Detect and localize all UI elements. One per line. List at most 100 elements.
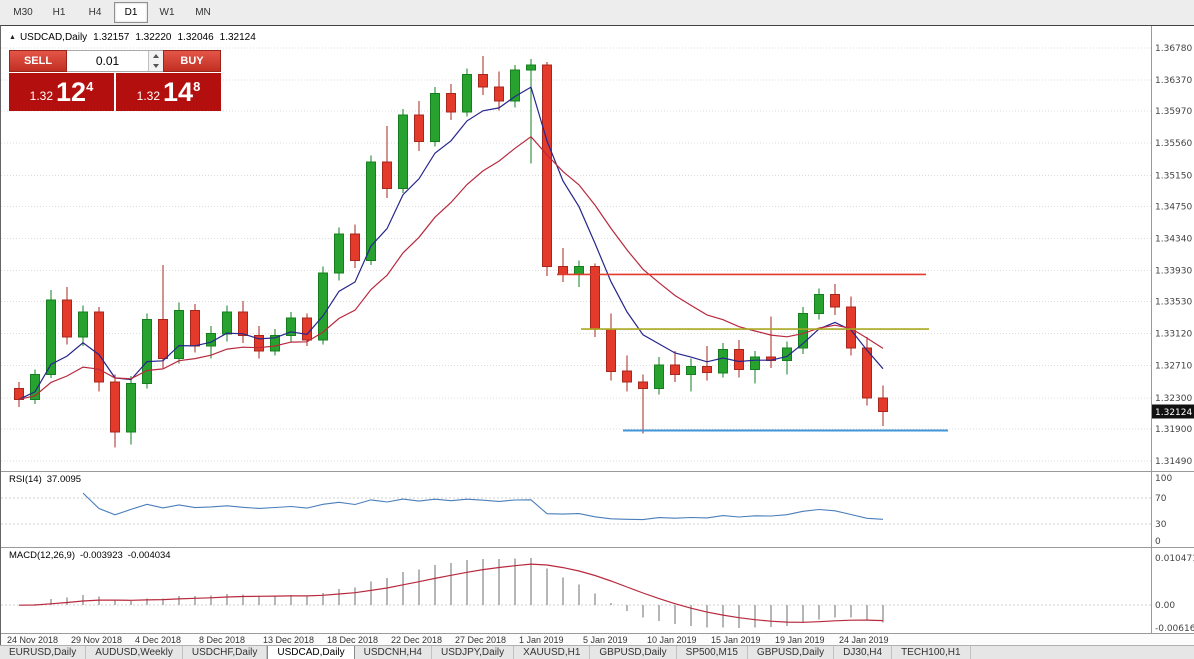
- candle-body: [478, 74, 488, 88]
- lot-increase-button[interactable]: [149, 51, 163, 61]
- candle-body: [782, 347, 792, 361]
- chart-tab-dj30-h4[interactable]: DJ30,H4: [834, 646, 893, 659]
- rsi-axis-label: 70: [1155, 494, 1167, 504]
- date-label: 8 Dec 2018: [199, 635, 246, 645]
- chart-tab-gbpusd-daily[interactable]: GBPUSD,Daily: [590, 646, 677, 659]
- ohlc-open: 1.32157: [93, 32, 130, 43]
- price-axis-label: 1.33530: [1155, 298, 1192, 308]
- rsi-canvas[interactable]: 100 70 30 0: [1, 472, 1194, 547]
- chart-tab-tech100-h1[interactable]: TECH100,H1: [892, 646, 971, 659]
- chart-tab-usdcad-daily[interactable]: USDCAD,Daily: [267, 646, 355, 659]
- candle-body: [366, 161, 376, 261]
- candle-body: [414, 114, 424, 143]
- arrow-up-icon: [153, 54, 159, 58]
- chart-tab-usdjpy-daily[interactable]: USDJPY,Daily: [431, 646, 515, 659]
- timeframe-button-h1[interactable]: H1: [52, 7, 66, 18]
- candle-body: [398, 114, 408, 189]
- rsi-indicator-panel[interactable]: 100 70 30 0 RSI(14) 37.0095: [1, 471, 1194, 547]
- ohlc-close: 1.32124: [219, 32, 256, 43]
- candle-body: [46, 299, 56, 375]
- buy-button[interactable]: BUY: [163, 50, 221, 72]
- date-label: 19 Jan 2019: [775, 635, 825, 645]
- date-label: 5 Jan 2019: [583, 635, 628, 645]
- macd-canvas[interactable]: 0.010471 0.00 -0.00616: [1, 548, 1194, 633]
- timeframe-button-d1[interactable]: D1: [114, 2, 148, 23]
- candle-body: [462, 74, 472, 113]
- current-price-badge: [1152, 404, 1194, 419]
- macd-label: MACD(12,26,9): [9, 550, 75, 561]
- main-chart-panel[interactable]: 1.36780 1.36370 1.35970 1.35560 1.35150 1.347…: [1, 26, 1194, 471]
- date-label: 22 Dec 2018: [391, 635, 443, 645]
- candle-body: [222, 311, 232, 335]
- candle-body: [318, 272, 328, 341]
- candle-body: [334, 233, 344, 274]
- ohlc-high: 1.32220: [135, 32, 172, 43]
- candle-body: [686, 366, 696, 375]
- chart-tab-audusd-weekly[interactable]: AUDUSD,Weekly: [86, 646, 183, 659]
- price-axis-label: 1.34340: [1155, 234, 1192, 244]
- candle-body: [158, 319, 168, 360]
- ohlc-low: 1.32046: [177, 32, 214, 43]
- timeframe-button-w1[interactable]: W1: [159, 7, 175, 18]
- candle-body: [238, 311, 248, 336]
- chart-tab-gbpusd-daily[interactable]: GBPUSD,Daily: [747, 646, 835, 659]
- candle-body: [590, 266, 600, 330]
- candle-body: [734, 348, 744, 371]
- price-axis-label: 1.35970: [1155, 107, 1192, 117]
- chart-window: 1.36780 1.36370 1.35970 1.35560 1.35150 1.347…: [0, 25, 1194, 647]
- price-axis-label: 1.31490: [1155, 457, 1192, 467]
- chart-tab-sp500-m15[interactable]: SP500,M15: [676, 646, 748, 659]
- timeframe-button-m30[interactable]: M30: [13, 7, 33, 18]
- price-axis-label: 1.33930: [1155, 266, 1192, 276]
- candle-body: [718, 348, 728, 374]
- candle-body: [670, 364, 680, 375]
- candle-body: [622, 370, 632, 383]
- chart-tab-xauusd-h1[interactable]: XAUUSD,H1: [514, 646, 591, 659]
- candle-body: [878, 397, 888, 412]
- date-label: 24 Jan 2019: [839, 635, 889, 645]
- candle-body: [270, 334, 280, 352]
- rsi-label: RSI(14): [9, 474, 42, 485]
- lot-decrease-button[interactable]: [149, 61, 163, 71]
- candle-body: [830, 294, 840, 308]
- candle-body: [110, 381, 120, 433]
- price-axis-label: 1.35560: [1155, 139, 1192, 149]
- date-label: 29 Nov 2018: [71, 635, 123, 645]
- date-label: 13 Dec 2018: [263, 635, 315, 645]
- chart-tab-usdchf-daily[interactable]: USDCHF,Daily: [182, 646, 268, 659]
- macd-axis-max: 0.010471: [1155, 554, 1194, 564]
- time-axis[interactable]: 24 Nov 2018 29 Nov 2018 4 Dec 2018 8 Dec 20…: [1, 633, 1194, 647]
- chart-tab-eurusd-daily[interactable]: EURUSD,Daily: [0, 646, 87, 659]
- price-chart-canvas[interactable]: 1.36780 1.36370 1.35970 1.35560 1.35150 1.347…: [1, 26, 1194, 471]
- chart-tab-usdcnh-h4[interactable]: USDCNH,H4: [354, 646, 432, 659]
- collapse-trade-panel-icon[interactable]: ▲: [9, 34, 16, 41]
- lot-size-input[interactable]: 0.01: [95, 54, 120, 68]
- candle-body: [78, 311, 88, 338]
- sell-price-base: 1.32: [29, 89, 54, 103]
- buy-price-base: 1.32: [136, 89, 161, 103]
- candle-body: [814, 294, 824, 314]
- rsi-axis-label: 0: [1155, 537, 1161, 547]
- macd-indicator-panel[interactable]: 0.010471 0.00 -0.00616 MACD(12,26,9) -0.00…: [1, 547, 1194, 633]
- price-axis-label: 1.36370: [1155, 76, 1192, 86]
- sell-price-display[interactable]: 1.32 12 4: [9, 73, 114, 111]
- candle-body: [94, 311, 104, 383]
- candle-body: [574, 266, 584, 275]
- candle-body: [350, 233, 360, 261]
- candle-body: [62, 299, 72, 338]
- candle-body: [142, 319, 152, 385]
- buy-price-display[interactable]: 1.32 14 8: [116, 73, 221, 111]
- sell-price-pips: 12: [56, 76, 87, 107]
- timeframe-button-h4[interactable]: H4: [88, 7, 102, 18]
- current-price-label: 1.32124: [1155, 408, 1192, 418]
- rsi-axis-label: 30: [1155, 520, 1167, 530]
- sell-button[interactable]: SELL: [9, 50, 67, 72]
- lot-spinner: [148, 51, 163, 71]
- timeframe-button-mn[interactable]: MN: [195, 7, 211, 18]
- candle-body: [558, 266, 568, 275]
- rsi-header: RSI(14) 37.0095: [9, 474, 81, 485]
- date-label: 15 Jan 2019: [711, 635, 761, 645]
- candle-body: [174, 309, 184, 360]
- rsi-axis-label: 100: [1155, 474, 1172, 484]
- candle-body: [510, 69, 520, 102]
